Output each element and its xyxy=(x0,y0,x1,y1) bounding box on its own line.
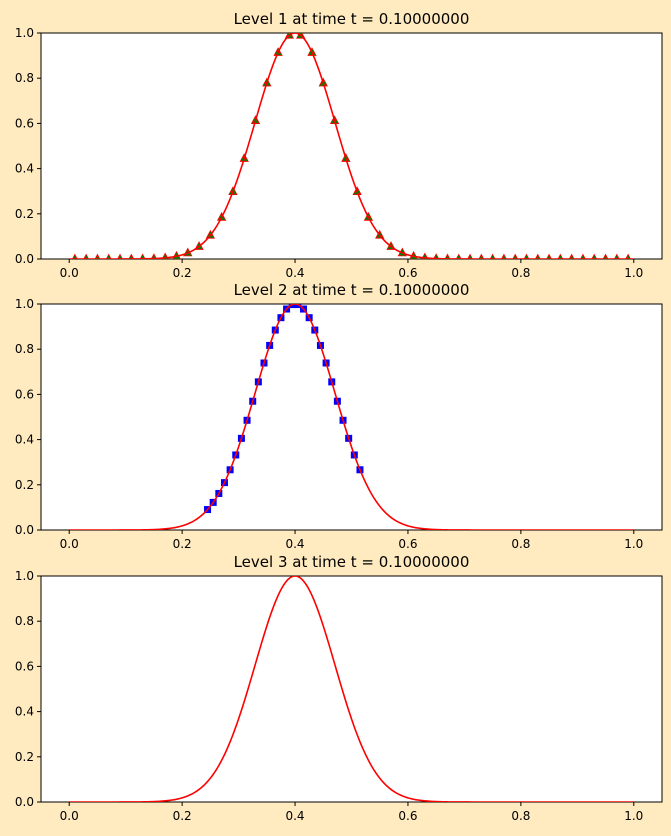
y-tick-label: 1.0 xyxy=(15,569,34,583)
x-tick-label: 0.8 xyxy=(511,266,530,280)
y-tick-label: 0.6 xyxy=(15,659,34,673)
x-tick-label: 0.4 xyxy=(285,266,304,280)
y-tick-label: 0.0 xyxy=(15,795,34,809)
y-tick-label: 0.4 xyxy=(15,705,34,719)
x-tick-label: 0.2 xyxy=(173,266,192,280)
axes-frame xyxy=(40,32,663,260)
x-tick-label: 0.6 xyxy=(398,266,417,280)
y-tick-label: 0.2 xyxy=(15,750,34,764)
exact-solution-line xyxy=(69,304,634,530)
x-tick-label: 1.0 xyxy=(624,809,643,823)
x-tick-label: 0.6 xyxy=(398,537,417,551)
y-tick-label: 0.6 xyxy=(15,387,34,401)
y-tick-label: 0.0 xyxy=(15,252,34,266)
y-tick-label: 1.0 xyxy=(15,297,34,311)
panel-1: Level 1 at time t = 0.10000000 0.0 0.2 0.4 0… xyxy=(15,10,663,280)
x-tick-label: 0.2 xyxy=(173,537,192,551)
x-tick-label: 0.0 xyxy=(60,266,79,280)
exact-solution-line xyxy=(69,576,634,802)
x-tick-label: 0.0 xyxy=(60,537,79,551)
x-tick-label: 0.8 xyxy=(511,809,530,823)
data-point-square xyxy=(288,304,296,309)
x-tick-label: 0.8 xyxy=(511,537,530,551)
x-tick-label: 1.0 xyxy=(624,266,643,280)
x-tick-label: 0.0 xyxy=(60,809,79,823)
y-tick-label: 0.8 xyxy=(15,71,34,85)
y-tick-label: 0.4 xyxy=(15,162,34,176)
plot-area xyxy=(69,33,634,259)
panel-3: Level 3 at time t = 0.10000000 0.0 0.2 0.4 0… xyxy=(15,553,663,823)
plot-area xyxy=(69,576,634,802)
panel-title: Level 2 at time t = 0.10000000 xyxy=(234,281,470,299)
x-tick-label: 0.4 xyxy=(285,809,304,823)
panel-2: Level 2 at time t = 0.10000000 0.0 0.2 0.4 0… xyxy=(15,281,663,551)
y-tick-label: 0.2 xyxy=(15,207,34,221)
y-tick-label: 0.0 xyxy=(15,523,34,537)
y-tick-label: 0.8 xyxy=(15,342,34,356)
panel-title: Level 3 at time t = 0.10000000 xyxy=(234,553,470,571)
axes-frame xyxy=(40,575,663,803)
y-tick-label: 0.2 xyxy=(15,478,34,492)
y-tick-label: 0.4 xyxy=(15,433,34,447)
x-tick-label: 0.4 xyxy=(285,537,304,551)
panel-title: Level 1 at time t = 0.10000000 xyxy=(234,10,470,28)
x-tick-label: 1.0 xyxy=(624,537,643,551)
y-tick-label: 0.6 xyxy=(15,116,34,130)
y-tick-label: 0.8 xyxy=(15,614,34,628)
data-point-square xyxy=(294,304,302,309)
y-tick-label: 1.0 xyxy=(15,26,34,40)
x-tick-label: 0.2 xyxy=(173,809,192,823)
x-tick-label: 0.6 xyxy=(398,809,417,823)
exact-solution-line xyxy=(69,33,634,259)
plot-area xyxy=(69,304,634,530)
axes-frame xyxy=(40,303,663,531)
